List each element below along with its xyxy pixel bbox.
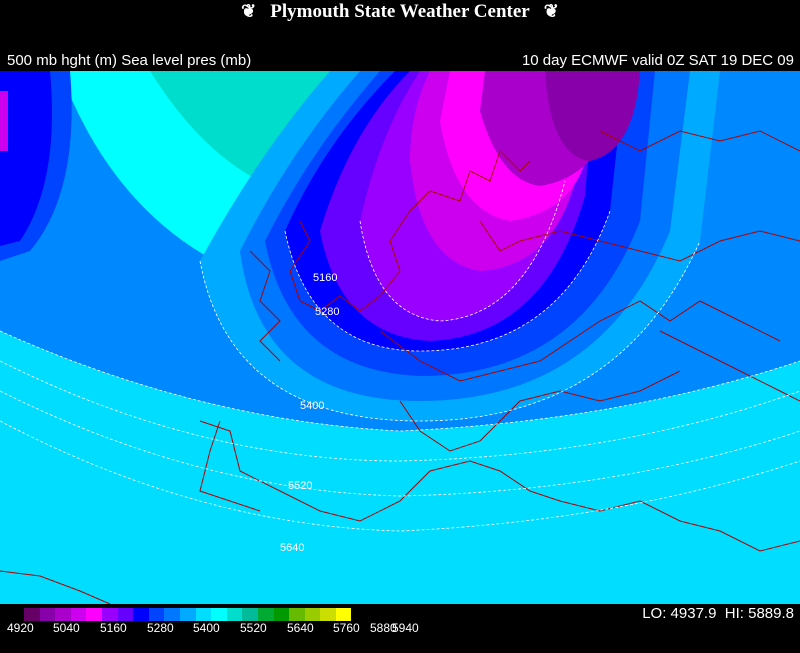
contour-label-5640: 5640: [280, 542, 304, 554]
color-scale-bar: [23, 607, 353, 622]
field-description: 500 mb hght (m) Sea level pres (mb): [7, 52, 252, 69]
color-scale-swatch: [133, 608, 149, 621]
color-scale-tick-label: 4920: [7, 621, 34, 635]
color-scale-swatch: [257, 608, 274, 621]
color-scale-swatch: [148, 608, 165, 621]
color-scale-tick-label: 5520: [240, 621, 267, 635]
color-scale-tick-label: 5280: [147, 621, 174, 635]
color-scale-swatch: [289, 608, 305, 621]
contour-label-5400: 5400: [300, 400, 324, 412]
color-scale-tick-label: 5760: [333, 621, 360, 635]
color-scale-swatch: [101, 608, 118, 621]
color-scale-tick-label: 5160: [100, 621, 127, 635]
high-value: HI: 5889.8: [724, 605, 794, 622]
color-scale-swatch: [195, 608, 212, 621]
color-scale-swatch: [86, 608, 102, 621]
psu-logo-icon-right: ❦: [543, 1, 559, 21]
color-scale-swatch: [304, 608, 321, 621]
color-scale-swatch: [335, 608, 352, 621]
color-scale-swatch: [55, 608, 71, 621]
color-scale-tick-label: 5640: [287, 621, 314, 635]
color-scale-ticks: 4920 5040 5160 5280 5400 5520 5640 5760 5880 5940: [0, 621, 420, 635]
site-title: Plymouth State Weather Center: [270, 1, 530, 22]
color-scale-swatch: [117, 608, 134, 621]
color-scale-tick-label: 5400: [193, 621, 220, 635]
color-scale-swatch: [179, 608, 196, 621]
contour-label-5160: 5160: [313, 272, 337, 284]
color-scale-swatch: [39, 608, 56, 621]
contour-label-5520: 5520: [288, 480, 312, 492]
color-scale-swatch: [320, 608, 336, 621]
color-scale-swatch: [70, 608, 87, 621]
low-value: LO: 4937.9: [642, 605, 717, 622]
geopotential-height-map: 5160 5280 5400 5520 5640: [0, 71, 800, 604]
color-scale-swatch: [211, 608, 227, 621]
psu-logo-icon: ❦: [241, 1, 257, 21]
color-scale-swatch: [164, 608, 180, 621]
model-valid-time: 10 day ECMWF valid 0Z SAT 19 DEC 09: [521, 52, 794, 69]
header-title: ❦ Plymouth State Weather Center ❦: [0, 0, 800, 24]
color-scale-swatch: [24, 608, 40, 621]
color-scale-swatch: [273, 608, 290, 621]
color-scale-tick-label: 5940: [392, 621, 419, 635]
color-scale-tick-label: 5040: [53, 621, 80, 635]
color-scale-swatch: [242, 608, 258, 621]
contour-label-5280: 5280: [315, 306, 339, 318]
color-scale-swatch: [226, 608, 243, 621]
min-max-values: LO: 4937.9 HI: 5889.8: [642, 605, 794, 622]
color-scale-tick-label: 5880: [370, 621, 397, 635]
